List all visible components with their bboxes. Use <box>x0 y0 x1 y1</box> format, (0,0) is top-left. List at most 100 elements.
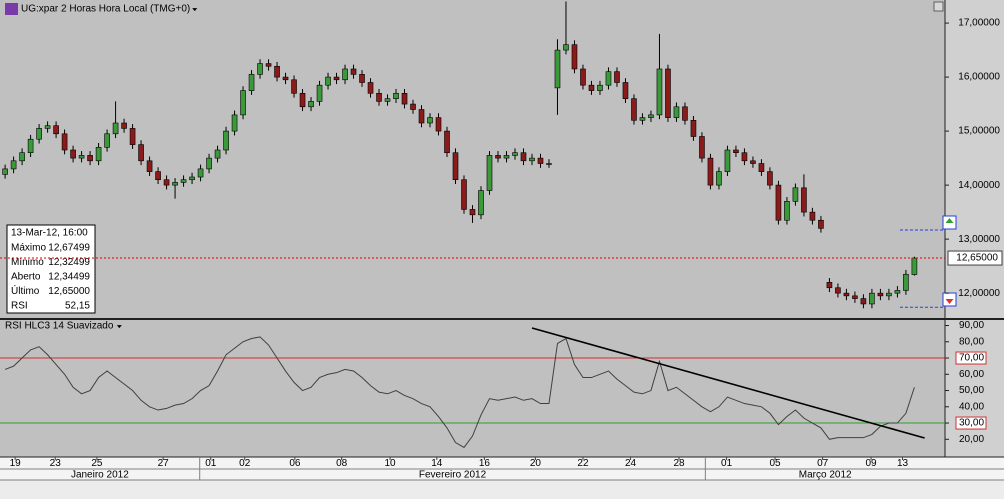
y-tick-label: 30,00 <box>959 418 984 429</box>
candle-body <box>707 157 714 186</box>
candle-body <box>78 155 85 159</box>
dropdown-arrow[interactable] <box>116 325 122 329</box>
y-tick-label: 20,00 <box>959 434 984 445</box>
rsi-line <box>4 336 915 449</box>
candle-body <box>265 63 272 67</box>
x-tick-label: 01 <box>205 458 217 469</box>
candle-body <box>843 292 850 297</box>
x-tick-label: 22 <box>577 458 589 469</box>
y-tick-label: 16,00000 <box>958 72 1000 83</box>
candle-body <box>537 157 544 164</box>
month-label: Março 2012 <box>799 470 852 481</box>
candle-body <box>682 106 688 121</box>
candle-body <box>554 49 561 89</box>
candle-body <box>129 128 136 145</box>
info-label: Último <box>11 284 40 297</box>
x-tick-label: 05 <box>769 458 781 469</box>
candle-body <box>894 290 901 294</box>
x-tick-label: 07 <box>817 458 829 469</box>
candle-body <box>299 92 306 108</box>
candle-body <box>716 171 722 186</box>
candle-body <box>512 152 518 156</box>
rsi-title[interactable]: RSI HLC3 14 Suavizado <box>5 321 114 332</box>
candle-body <box>801 187 807 213</box>
candle-body <box>614 71 620 83</box>
info-value: 52,15 <box>65 301 90 312</box>
candle-body <box>597 84 603 91</box>
candle-body <box>724 149 731 172</box>
y-tick-highlight <box>955 351 987 365</box>
info-label: Aberto <box>11 272 41 283</box>
month-label: Fevereiro 2012 <box>419 470 487 481</box>
candle-body <box>852 295 858 299</box>
candle-body <box>784 201 790 221</box>
candle-body <box>223 130 229 151</box>
candle-body <box>741 152 748 162</box>
candle-body <box>461 179 467 210</box>
candle-body <box>359 74 365 83</box>
candle-body <box>146 160 153 172</box>
close-button[interactable] <box>933 1 944 12</box>
candle-body <box>248 74 255 91</box>
candle-body <box>214 149 221 159</box>
info-label: Mínimo <box>11 257 44 268</box>
candle-body <box>333 76 340 81</box>
month-label: Janeiro 2012 <box>71 470 129 481</box>
candle-body <box>2 168 8 175</box>
candle-body <box>478 190 484 216</box>
candle-body <box>818 219 824 229</box>
x-tick-label: 24 <box>625 458 637 469</box>
info-box <box>6 224 96 314</box>
x-tick-label: 06 <box>289 458 301 469</box>
candle-body <box>903 273 909 291</box>
candle-body <box>172 182 178 186</box>
price-title[interactable]: UG:xpar 2 Horas Hora Local (TMG+0) <box>21 4 190 15</box>
x-tick-label: 01 <box>721 458 733 469</box>
candle-body <box>656 68 663 116</box>
candle-body <box>486 155 493 191</box>
rsi-axis <box>945 320 1004 457</box>
candle-body <box>452 152 459 181</box>
candle-body <box>367 82 374 94</box>
candle-body <box>112 122 119 135</box>
price-panel <box>0 0 945 318</box>
y-tick-label: 40,00 <box>959 401 984 412</box>
candle-body <box>911 257 918 275</box>
candle-body <box>631 98 637 121</box>
candle-body <box>673 106 680 118</box>
candle-body <box>588 84 595 91</box>
candle-body <box>291 79 297 94</box>
x-tick-label: 13 <box>897 458 909 469</box>
x-tick-label: 23 <box>50 458 62 469</box>
candle-body <box>61 133 68 151</box>
candle-body <box>121 122 127 129</box>
candle-body <box>435 117 442 132</box>
candle-body <box>410 103 416 110</box>
candle-body <box>308 101 314 108</box>
symbol-icon[interactable] <box>5 3 18 15</box>
candle-body <box>767 171 773 186</box>
candle-body <box>503 155 510 159</box>
info-value: 12,65000 <box>48 286 90 297</box>
candle-body <box>231 114 238 132</box>
y-tick-label: 90,00 <box>959 320 984 331</box>
order-icon <box>945 218 954 223</box>
x-tick-label: 08 <box>336 458 348 469</box>
candle-body <box>750 160 756 164</box>
candle-body <box>384 98 391 102</box>
candle-body <box>282 76 289 81</box>
trendline <box>531 327 925 439</box>
candle-body <box>860 298 867 305</box>
candle-body <box>257 63 263 75</box>
x-tick-label: 10 <box>385 458 397 469</box>
candle-body <box>792 187 799 202</box>
candle-body <box>163 179 170 186</box>
dropdown-arrow[interactable] <box>192 8 198 12</box>
candle-body <box>529 157 535 162</box>
candle-body <box>350 68 357 75</box>
candle-body <box>826 282 833 289</box>
x-tick-label: 19 <box>10 458 22 469</box>
candle-body <box>520 152 527 162</box>
